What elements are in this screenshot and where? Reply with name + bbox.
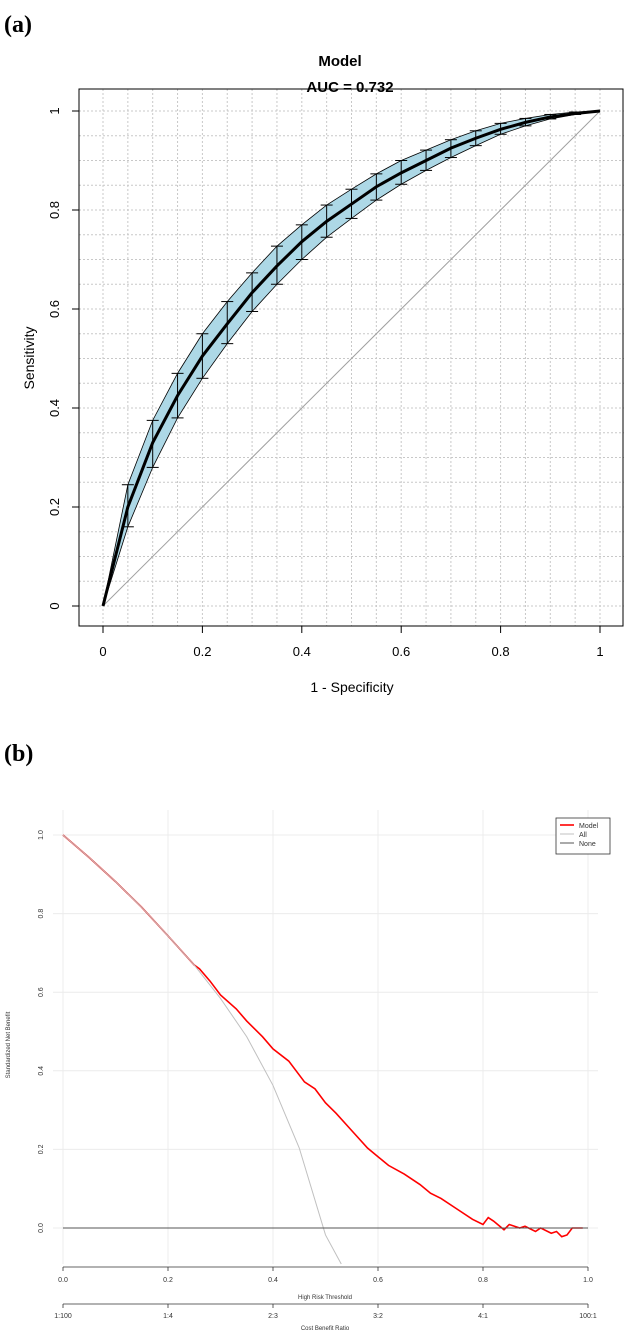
dca-x2-tick-label: 4:1 [478, 1313, 488, 1320]
dca-xlabel2: Cost Benefit Ratio [301, 1326, 350, 1332]
dca-series-model [62, 834, 583, 1238]
roc-y-tick-label: 0.4 [47, 399, 62, 417]
decision-curve-chart: High Risk Threshold Cost Benefit Ratio S… [6, 810, 611, 1332]
dca-legend-label: None [579, 841, 596, 848]
dca-x-tick-label: 0.4 [268, 1277, 278, 1284]
dca-legend-box [555, 817, 611, 855]
dca-x2-tick-label: 1:4 [163, 1313, 173, 1320]
dca-x2-tick-label: 1:100 [54, 1313, 72, 1320]
roc-x-tick-label: 0.6 [392, 644, 410, 659]
roc-ylabel: Sensitivity [21, 326, 37, 389]
roc-x-tick-label: 0 [99, 644, 106, 659]
dca-x2-tick-label: 100:1 [579, 1313, 597, 1320]
dca-x2-tick-label: 2:3 [268, 1313, 278, 1320]
roc-y-tick-label: 0.2 [47, 498, 62, 516]
dca-x-tick-label: 0.2 [163, 1277, 173, 1284]
roc-x-tick-label: 1 [596, 644, 603, 659]
dca-ylabel: Standardized Net Benefit [6, 1011, 12, 1078]
roc-y-tick-label: 0 [47, 602, 62, 609]
roc-x-tick-label: 0.8 [492, 644, 510, 659]
roc-x-tick-label: 0.4 [293, 644, 311, 659]
dca-x2-tick-label: 3:2 [373, 1313, 383, 1320]
dca-y-tick-label: 0.6 [38, 987, 45, 997]
dca-x-tick-label: 0.6 [373, 1277, 383, 1284]
dca-y-tick-label: 0.2 [38, 1144, 45, 1154]
roc-y-tick-label: 1 [47, 107, 62, 114]
dca-y-tick-label: 0.0 [38, 1223, 45, 1233]
roc-x-tick-label: 0.2 [193, 644, 211, 659]
dca-xlabel: High Risk Threshold [298, 1295, 352, 1301]
roc-y-tick-label: 0.8 [47, 201, 62, 219]
panel-label-b: (b) [4, 741, 33, 767]
dca-x-tick-label: 0.0 [58, 1277, 68, 1284]
dca-series-all [62, 834, 342, 1265]
panel-label-a: (a) [4, 12, 32, 38]
roc-chart: Model AUC = 0.732 1 - Specificity Sensit… [21, 53, 624, 695]
roc-auc-subtitle: AUC = 0.732 [306, 79, 393, 96]
dca-y-tick-label: 0.8 [38, 909, 45, 919]
dca-legend-label: All [579, 832, 587, 839]
dca-y-tick-label: 1.0 [38, 830, 45, 840]
roc-y-tick-label: 0.6 [47, 300, 62, 318]
dca-x-tick-label: 1.0 [583, 1277, 593, 1284]
dca-y-tick-label: 0.4 [38, 1066, 45, 1076]
roc-curve [101, 109, 601, 607]
roc-plot-frame [78, 88, 624, 627]
roc-diagonal-line [102, 110, 601, 607]
roc-title: Model [318, 53, 361, 70]
roc-xlabel: 1 - Specificity [310, 679, 393, 695]
dca-x-tick-label: 0.8 [478, 1277, 488, 1284]
dca-legend-label: Model [579, 823, 599, 830]
